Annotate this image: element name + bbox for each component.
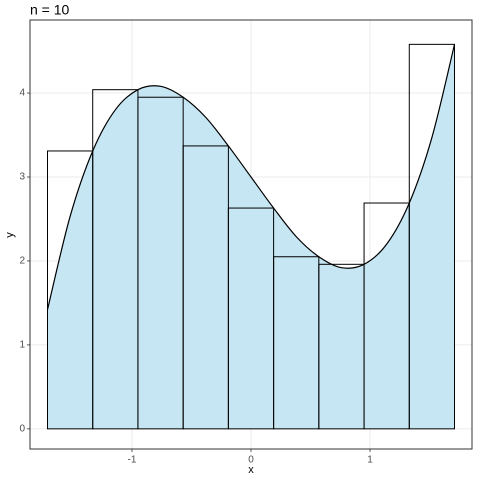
bar	[408, 43, 456, 430]
y-tick-label: 0	[19, 423, 25, 434]
y-tick-label: 1	[19, 340, 25, 351]
y-tick-label: 2	[19, 256, 25, 267]
x-axis-title: x	[248, 464, 254, 476]
curve	[46, 44, 456, 310]
chart-title: n = 10	[30, 2, 70, 18]
x-tick-label: -1	[128, 455, 137, 466]
x-tick-label: 1	[367, 455, 373, 466]
x-tick-label: 0	[248, 455, 254, 466]
area	[47, 44, 455, 429]
y-tick-label: 3	[19, 172, 25, 183]
y-axis-title: y	[4, 232, 16, 238]
panel-border	[29, 19, 473, 450]
y-tick-label: 4	[19, 88, 25, 99]
